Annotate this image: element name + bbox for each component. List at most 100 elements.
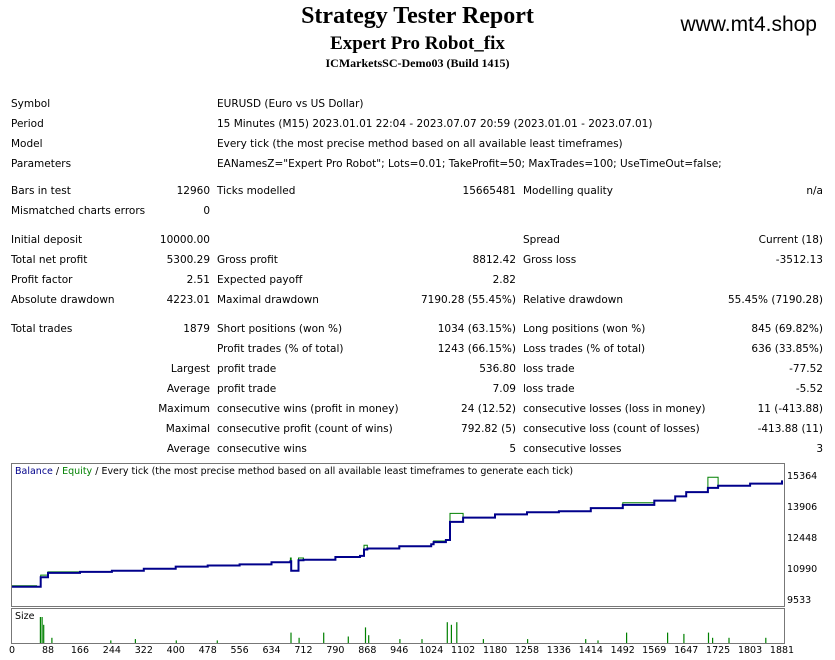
y-tick-label: 9533 [787,595,812,606]
x-tick-label: 1102 [451,645,476,656]
relative-drawdown-label: Relative drawdown [523,294,624,306]
max-consecutive-wins-value: 24 (12.52) [461,403,516,415]
size-bar [707,632,710,643]
size-bar [765,637,767,643]
average-profit-label: profit trade [217,383,277,395]
symbol-label: Symbol [11,98,51,110]
parameters-label: Parameters [11,158,72,170]
max-consecutive-losses-value: 11 (-413.88) [757,403,823,415]
loss-trades-label: Loss trades (% of total) [523,343,646,355]
deposit-label: Initial deposit [11,234,83,246]
size-bar [399,639,401,643]
size-panel: Size [11,608,785,644]
size-bar [683,633,685,643]
x-tick-label: 1492 [610,645,635,656]
average-loss-value: -5.52 [795,383,823,395]
size-bar [51,637,53,643]
largest-loss-label: loss trade [523,363,575,375]
maximal-drawdown-value: 7190.28 (55.45%) [421,294,516,306]
y-tick-label: 15364 [787,471,818,482]
x-tick-label: 868 [358,645,377,656]
profit-factor-value: 2.51 [186,274,210,286]
period-label: Period [11,118,44,130]
expected-payoff-value: 2.82 [492,274,516,286]
parameters-value: EANamesZ="Expert Pro Robot"; Lots=0.01; … [217,158,722,170]
x-tick-label: 166 [70,645,90,656]
maximal-label: Maximal [165,423,210,435]
legend-sep-2: / [92,466,102,477]
x-tick-label: 1336 [546,645,571,656]
x-tick-label: 1569 [642,645,667,656]
total-trades-label: Total trades [11,323,73,335]
profit-trades-value: 1243 (66.15%) [437,343,516,355]
size-bar [41,617,43,643]
legend-description: Every tick (the most precise method base… [101,466,574,477]
x-tick-label: 712 [294,645,313,656]
avg-consecutive-losses-label: consecutive losses [523,443,622,455]
size-bar [626,632,628,643]
size-bar [298,637,300,643]
size-bar [134,639,136,643]
size-plot [39,617,767,643]
size-bar [323,632,325,643]
relative-drawdown-value: 55.45% (7190.28) [728,294,823,306]
legend-balance: Balance [15,466,53,477]
size-bar [43,624,45,643]
balance-chart: Balance / Equity / Every tick (the most … [11,463,785,607]
x-tick-label: 0 [8,645,16,656]
max-consecutive-losses-label: consecutive losses (loss in money) [523,403,706,415]
x-tick-label: 634 [262,645,281,656]
size-bar [456,622,458,643]
legend-sep-1: / [52,466,63,477]
size-bar [216,640,218,643]
long-positions-value: 845 (69.82%) [751,323,823,335]
size-bar [728,637,730,643]
maximal-consecutive-loss-value: -413.88 (11) [757,423,823,435]
bars-value: 12960 [176,185,210,197]
average-consecutive-label: Average [166,443,210,455]
deposit-value: 10000.00 [159,234,210,246]
maximal-consecutive-profit-value: 792.82 (5) [461,423,516,435]
ticks-value: 15665481 [462,185,516,197]
net-profit-value: 5300.29 [166,254,210,266]
quality-label: Modelling quality [523,185,613,197]
quality-value: n/a [806,185,823,197]
avg-consecutive-wins-label: consecutive wins [217,443,307,455]
report-title: Strategy Tester Report [301,3,534,29]
x-tick-label: 322 [134,645,153,656]
size-bar [110,640,112,643]
absolute-drawdown-label: Absolute drawdown [11,294,115,306]
maximal-drawdown-label: Maximal drawdown [217,294,319,306]
average-label: Average [166,383,210,395]
size-bar [450,624,452,643]
x-tick-label: 1647 [674,645,699,656]
size-bar [585,639,587,643]
y-tick-label: 12448 [787,533,818,544]
short-positions-label: Short positions (won %) [217,323,343,335]
maximal-consecutive-profit-label: consecutive profit (count of wins) [217,423,393,435]
y-tick-label: 10990 [787,564,818,576]
maximal-consecutive-loss-label: consecutive loss (count of losses) [523,423,700,435]
gross-profit-value: 8812.42 [472,254,516,266]
x-tick-label: 790 [326,645,345,656]
size-bar [39,617,41,643]
mismatch-value: 0 [203,205,210,217]
server-build: ICMarketsSC-Demo03 (Build 1415) [325,56,510,70]
total-trades-value: 1879 [183,323,210,335]
period-value: 15 Minutes (M15) 2023.01.01 22:04 - 2023… [217,118,653,130]
max-consecutive-wins-label: consecutive wins (profit in money) [217,403,399,415]
size-bar [597,640,599,643]
spread-label: Spread [523,234,560,246]
x-tick-label: 1180 [482,645,508,656]
x-tick-label: 1725 [706,645,731,656]
avg-consecutive-losses-value: 3 [816,443,823,455]
x-tick-label: 400 [166,645,185,656]
symbol-value: EURUSD (Euro vs US Dollar) [217,98,364,110]
model-value: Every tick (the most precise method base… [217,138,623,150]
gross-loss-value: -3512.13 [775,254,823,266]
x-tick-label: 1258 [514,645,540,656]
x-tick-label: 1414 [578,645,603,656]
gross-profit-label: Gross profit [217,254,278,266]
long-positions-label: Long positions (won %) [523,323,646,335]
size-bar [290,632,292,643]
